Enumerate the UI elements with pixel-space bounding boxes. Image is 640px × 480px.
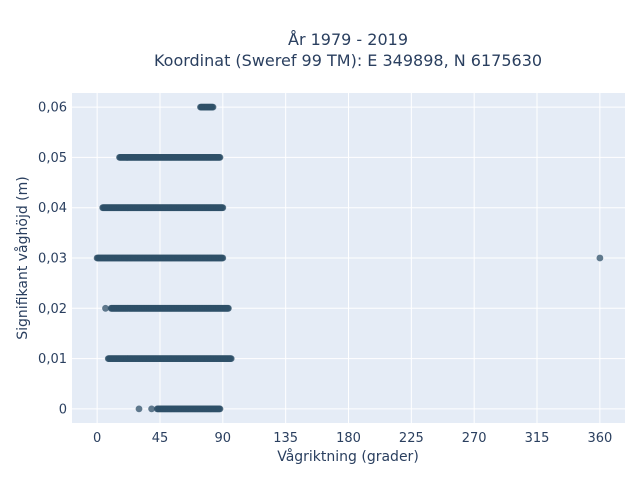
data-point [227,355,235,362]
x-tick-label: 180 [336,431,361,446]
y-tick-label: 0,02 [38,302,67,317]
x-tick-label: 315 [525,431,550,446]
y-tick-label: 0,01 [38,352,67,367]
data-point [135,405,143,413]
data-points [93,103,604,413]
x-tick-label: 225 [399,431,424,446]
data-point [216,405,224,413]
y-tick-label: 0,03 [38,252,67,267]
chart-title-line-2: Koordinat (Sweref 99 TM): E 349898, N 61… [154,51,542,70]
y-tick-label: 0,06 [38,101,67,116]
x-tick-label: 0 [93,431,101,446]
y-axis-ticks: 0 0,01 0,02 0,03 0,04 0,05 0,06 [38,101,67,418]
data-point [148,405,156,413]
y-tick-label: 0,04 [38,201,67,216]
y-tick-label: 0,05 [38,151,67,166]
data-point [216,154,224,161]
data-point [219,254,227,262]
x-tick-label: 270 [462,431,487,446]
x-tick-label: 135 [273,431,298,446]
grid-lines [72,93,625,423]
y-tick-label: 0 [59,402,67,417]
x-tick-label: 90 [215,431,232,446]
y-axis-title: Signifikant våghöjd (m) [14,176,31,339]
x-axis-ticks: 0 45 90 135 180 225 270 315 360 [93,431,612,446]
x-tick-label: 360 [587,431,612,446]
x-axis-title: Vågriktning (grader) [277,448,419,465]
data-point [209,103,217,111]
data-point [596,254,604,262]
data-point [219,204,227,212]
chart-title-line-1: År 1979 - 2019 [288,30,408,49]
data-point [102,304,109,312]
x-tick-label: 45 [152,431,169,446]
data-point [225,304,232,312]
